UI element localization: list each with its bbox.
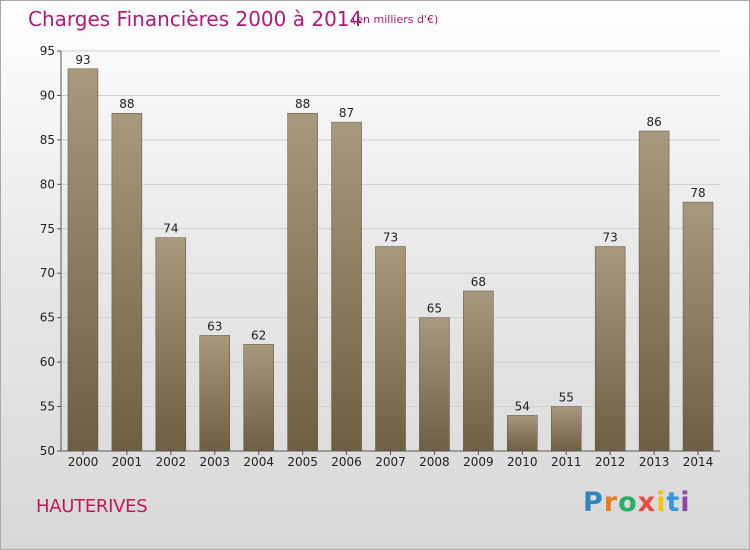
bar-2000 [67,68,99,452]
x-axis: 2000 2001 2002 2003 2004 2005 2006 2007 2008 2009… [61,450,720,469]
data-label: 73 [383,231,398,245]
bar-2009 [463,290,494,452]
x-tick-label: 2000 [68,455,99,469]
logo-letter: x [637,487,657,518]
data-label: 86 [646,115,661,129]
y-tick-label: 50 [40,444,55,458]
logo-letter: i [656,487,667,518]
logo-letter: t [666,487,681,518]
data-label: 63 [207,319,222,333]
logo-letter: P [583,487,604,518]
bar-2011 [550,406,582,452]
data-label: 54 [515,399,530,413]
bar-2004 [243,344,274,452]
bars [67,68,714,452]
x-tick-label: 2005 [287,455,318,469]
data-label: 55 [559,391,574,405]
bar-2014 [682,201,714,452]
bar-2007 [375,246,406,452]
y-tick-label: 60 [40,355,55,369]
data-label: 88 [119,97,134,111]
logo-letter: i [680,487,691,518]
x-tick-label: 2013 [639,455,670,469]
x-tick-label: 2004 [243,455,274,469]
x-tick-label: 2011 [551,455,582,469]
y-tick-label: 70 [40,266,55,280]
y-axis: 50 55 60 65 70 75 80 85 90 95 [40,44,62,458]
x-tick-label: 2002 [156,455,187,469]
y-tick-label: 65 [40,311,55,325]
data-label: 87 [339,106,354,120]
logo-letter: r [603,487,619,518]
y-tick-label: 55 [40,400,55,414]
bar-2012 [594,246,626,452]
bar-2013 [638,130,670,452]
y-tick-label: 80 [40,177,55,191]
commune-name: HAUTERIVES [36,496,148,517]
bar-2003 [199,335,231,452]
x-tick-label: 2010 [507,455,538,469]
y-tick-label: 95 [40,44,55,58]
x-tick-label: 2006 [331,455,362,469]
bar-2008 [419,317,450,452]
x-tick-label: 2003 [199,455,230,469]
x-tick-label: 2007 [375,455,406,469]
bar-2010 [507,415,538,452]
chart-unit: (en milliers d'€) [352,13,439,26]
proxiti-logo: Proxiti [583,487,691,518]
x-tick-label: 2012 [595,455,626,469]
y-tick-label: 90 [40,88,55,102]
data-label: 62 [251,328,266,342]
data-label: 78 [690,186,705,200]
data-label: 93 [75,53,90,67]
x-tick-label: 2014 [683,455,714,469]
bar-2005 [287,112,318,452]
x-tick-label: 2008 [419,455,450,469]
x-tick-label: 2009 [463,455,494,469]
data-label: 68 [471,275,486,289]
y-tick-label: 85 [40,133,55,147]
data-labels: 93 88 74 63 62 88 87 73 65 68 54 55 73 86 78 [75,53,705,414]
bar-2001 [111,112,143,452]
bar-2002 [155,237,187,452]
bar-2006 [331,121,362,452]
data-label: 65 [427,302,442,316]
logo-letter: o [618,487,638,518]
data-label: 73 [603,231,618,245]
y-tick-label: 75 [40,222,55,236]
data-label: 88 [295,97,310,111]
chart-title: Charges Financières 2000 à 2014 [28,7,363,31]
x-tick-label: 2001 [112,455,143,469]
data-label: 74 [163,222,178,236]
